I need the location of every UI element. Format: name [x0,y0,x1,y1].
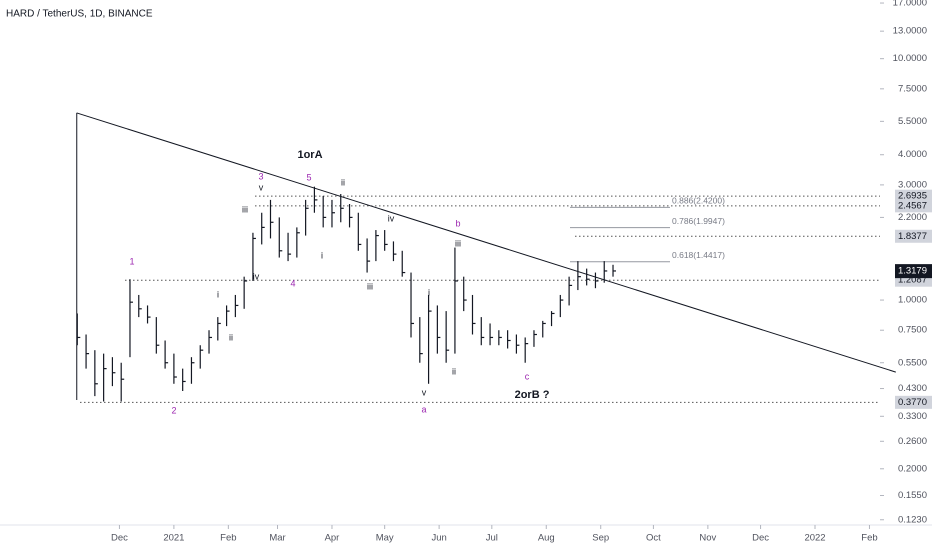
y-tick-label: 0.2600 [898,436,927,447]
level-label: 2.4567 [898,200,927,211]
last-price-box [895,264,932,279]
x-tick-label: Mar [269,533,285,544]
y-tick-label: 0.4300 [898,383,927,394]
x-tick-label: Nov [699,533,716,544]
wave-label: ii [452,366,456,376]
x-tick-label: Jun [431,533,446,544]
wave-label: 4 [290,278,295,288]
x-tick-label: Apr [325,533,340,544]
chart-title: HARD / TetherUS, 1D, BINANCE [6,9,153,20]
x-tick-label: May [376,533,394,544]
wave-label: 2orB ? [515,389,550,401]
y-tick-label: 13.0000 [893,26,927,37]
y-tick-label: 4.0000 [898,149,927,160]
y-tick-label: 10.0000 [893,53,927,64]
wave-label: i [428,287,430,297]
wave-label: ii [341,177,345,187]
level-label: 1.8377 [898,231,927,242]
wave-label: 1 [129,256,134,266]
last-price-label: 1.3179 [898,266,927,277]
wave-label: iii [367,281,373,291]
y-tick-label: 0.1230 [898,514,927,525]
wave-label: ii [229,332,233,342]
level-label: 0.3770 [898,397,927,408]
level-label: 2.6935 [898,191,927,202]
x-tick-label: Dec [111,533,128,544]
fib-label: 0.886(2.4200) [672,196,725,206]
wave-label: v [422,387,427,397]
y-tick-label: 0.1550 [898,490,927,501]
level-label-box [895,199,932,213]
wave-label: 2 [171,405,176,415]
x-tick-label: Dec [752,533,769,544]
y-tick-label: 2.2000 [898,212,927,223]
y-tick-label: 17.0000 [893,0,927,9]
wave-label: iv [253,271,260,281]
y-tick-label: 5.5000 [898,116,927,127]
x-tick-label: Jul [486,533,498,544]
x-tick-label: Sep [592,533,609,544]
wave-label: iii [242,204,248,214]
fib-label: 0.786(1.9947) [672,216,725,226]
wave-label: c [525,371,530,381]
y-tick-label: 7.5000 [898,83,927,94]
y-tick-label: 0.3300 [898,411,927,422]
wave-label: iii [455,238,461,248]
y-tick-label: 0.7500 [898,325,927,336]
wave-label: i [217,289,219,299]
wave-label: a [421,404,426,414]
wave-label: 5 [306,172,311,182]
x-tick-label: 2022 [804,533,825,544]
wave-label: 3 [258,171,263,181]
y-tick-label: 1.0000 [898,295,927,306]
wave-label: 1orA [297,149,322,161]
x-tick-label: Feb [861,533,877,544]
wave-label: v [259,182,264,192]
level-label-box [895,229,932,243]
level-label: 1.2087 [898,275,927,286]
x-tick-label: Aug [538,533,555,544]
level-label-box [895,395,932,409]
x-tick-label: 2021 [163,533,184,544]
x-tick-label: Feb [220,533,236,544]
trendline [76,112,896,373]
fib-label: 0.618(1.4417) [672,250,725,260]
wave-label: b [455,218,460,228]
y-tick-label: 0.5500 [898,357,927,368]
wave-label: iv [388,213,395,223]
x-tick-label: Oct [646,533,661,544]
y-tick-label: 3.0000 [898,179,927,190]
y-tick-label: 0.2000 [898,463,927,474]
wave-label: i [321,250,323,260]
